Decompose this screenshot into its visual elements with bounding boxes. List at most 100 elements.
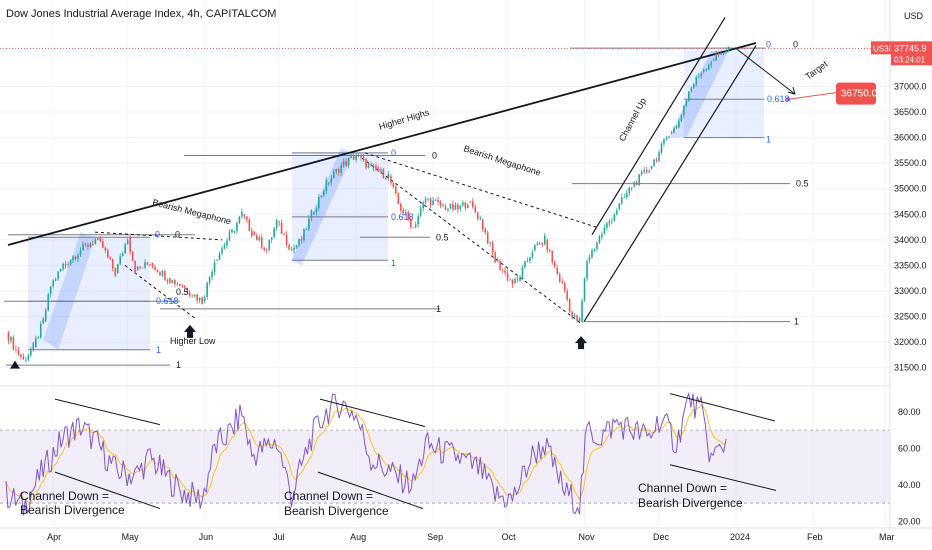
candle-body	[183, 285, 186, 288]
candle-body	[382, 169, 385, 178]
annotation-bearish-megaphone-1: Bearish Megaphone	[152, 197, 233, 226]
fib-label: 0.5	[176, 287, 189, 297]
channel-up-lower	[583, 45, 757, 322]
fib-label: 0.618	[391, 212, 414, 222]
candle-body	[350, 156, 352, 158]
low-marker-triangle	[10, 360, 20, 369]
candle-body	[583, 278, 586, 301]
candle-body	[727, 46, 730, 51]
candle-body	[174, 279, 176, 285]
price-tick-label: 34500.0	[894, 209, 927, 219]
candle-body	[663, 139, 665, 144]
fib-box-5	[684, 50, 764, 138]
fib-label: 0.618	[156, 296, 179, 306]
price-tick-label: 35000.0	[894, 184, 927, 194]
candle-body	[658, 152, 660, 161]
candle-body	[668, 136, 670, 138]
candle-body	[710, 62, 712, 65]
candle-body	[705, 69, 708, 71]
rsi-annotation-2-line-1: Channel Down =	[284, 489, 373, 503]
candle-body	[352, 156, 355, 160]
candle-body	[367, 164, 370, 168]
candle-body	[52, 280, 54, 286]
candle-body	[504, 270, 506, 273]
candle-body	[102, 241, 104, 248]
candle-body	[496, 260, 499, 262]
candle-body	[79, 250, 82, 256]
candle-body	[422, 202, 424, 209]
candle-body	[611, 220, 613, 222]
candle-body	[201, 297, 203, 304]
candle-body	[347, 157, 350, 166]
candle-body	[298, 238, 300, 246]
candle-body	[655, 159, 658, 161]
price-tick-label: 32500.0	[894, 312, 927, 322]
candle-body	[176, 284, 179, 286]
rsi-channel-lower-3	[669, 464, 777, 491]
target-leader	[788, 92, 837, 100]
candle-body	[578, 318, 581, 321]
candle-body	[303, 229, 305, 240]
candle-body	[154, 266, 156, 271]
candle-body	[556, 267, 559, 274]
candle-body	[67, 263, 69, 265]
chart-title: Dow Jones Industrial Average Index, 4h, …	[6, 8, 277, 20]
candle-body	[489, 242, 491, 244]
candle-body	[213, 262, 216, 273]
candle-body	[690, 87, 693, 92]
candle-body	[680, 115, 683, 122]
candle-body	[129, 237, 131, 252]
fib-label: 0	[793, 40, 798, 50]
candle-body	[601, 234, 603, 238]
rsi-channel-lower-1	[54, 471, 161, 510]
candle-body	[149, 264, 151, 266]
rsi-channel-upper-3	[669, 393, 776, 422]
candle-body	[288, 244, 290, 250]
candle-body	[501, 269, 504, 271]
candle-body	[32, 343, 35, 351]
candle-body	[548, 250, 551, 252]
candle-body	[30, 350, 32, 356]
candle-body	[511, 279, 514, 285]
candle-body	[472, 201, 474, 207]
candle-body	[37, 337, 40, 339]
candle-body	[179, 284, 181, 287]
price-tick-label: 34000.0	[894, 235, 927, 245]
time-tick-label: Apr	[47, 532, 61, 542]
candle-body	[499, 261, 501, 270]
time-tick-label: May	[122, 532, 140, 542]
candle-body	[248, 219, 251, 231]
candle-body	[7, 331, 10, 341]
candle-body	[387, 174, 390, 179]
candle-body	[44, 310, 47, 322]
candle-body	[660, 143, 663, 153]
candle-body	[126, 240, 129, 245]
candle-body	[236, 222, 238, 231]
candle-body	[82, 244, 84, 251]
candle-body	[365, 158, 367, 168]
candle-body	[114, 268, 117, 276]
candle-body	[645, 170, 648, 173]
candle-body	[94, 239, 97, 245]
candle-body	[596, 242, 598, 249]
candle-body	[12, 337, 15, 350]
candle-body	[193, 294, 196, 297]
candle-body	[603, 227, 606, 235]
candle-body	[188, 292, 191, 296]
candle-body	[712, 60, 715, 61]
price-tick-label: 35500.0	[894, 158, 927, 168]
candle-body	[588, 257, 591, 261]
candle-body	[211, 272, 213, 278]
candle-body	[144, 262, 146, 268]
candle-body	[616, 210, 618, 215]
candle-body	[218, 253, 221, 260]
candle-body	[325, 179, 328, 192]
candle-body	[191, 295, 194, 297]
candle-body	[395, 186, 397, 194]
candle-body	[474, 206, 477, 213]
candle-body	[576, 315, 578, 321]
candle-body	[720, 54, 722, 55]
higher-highs-trendline	[7, 42, 757, 246]
